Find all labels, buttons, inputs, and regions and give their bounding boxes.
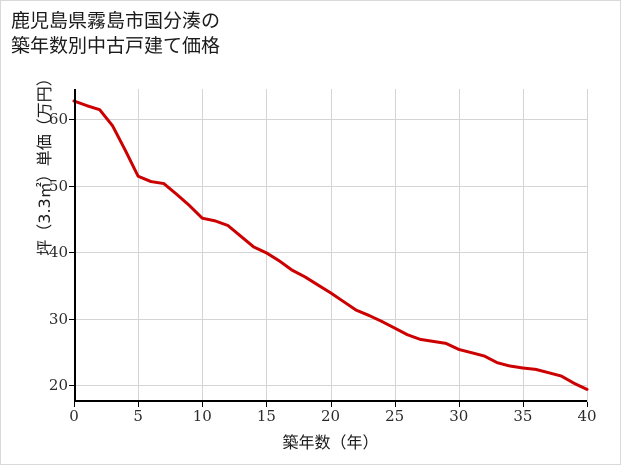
y-axis-tick-mark <box>69 118 74 120</box>
x-axis-tick-label: 10 <box>192 407 212 425</box>
y-axis-label: 坪（3.3㎡）単価（万円） <box>35 70 54 256</box>
y-axis-tick-label: 60 <box>48 109 68 128</box>
data-series-line <box>72 99 589 391</box>
x-axis-tick-label: 40 <box>577 407 597 425</box>
y-axis-tick-label: 20 <box>48 376 68 395</box>
x-axis-tick-label: 5 <box>133 407 143 425</box>
y-axis-tick-mark <box>69 318 74 320</box>
x-axis-tick-label: 30 <box>449 407 469 425</box>
x-axis-tick-mark <box>330 402 332 407</box>
x-axis-tick-mark <box>202 402 204 407</box>
x-axis-tick-mark <box>458 402 460 407</box>
gridline-vertical <box>138 89 140 402</box>
gridline-vertical <box>587 89 588 402</box>
gridline-vertical <box>522 89 524 402</box>
y-axis-tick-mark <box>69 185 74 187</box>
x-axis-tick-labels: 0 5 10 15 20 25 30 35 40 <box>69 407 596 427</box>
gridline-vertical <box>202 89 204 402</box>
y-axis-tick-label: 50 <box>48 176 68 195</box>
x-axis-tick-mark <box>522 402 524 407</box>
x-axis-tick-label: 20 <box>320 407 341 425</box>
x-axis-tick-mark <box>266 402 268 407</box>
plot-area <box>72 89 589 402</box>
x-axis-tick-mark <box>587 402 588 407</box>
y-axis-tick-label: 30 <box>48 309 68 328</box>
x-axis-tick-label: 25 <box>385 407 405 425</box>
y-axis-tick-mark <box>69 385 74 387</box>
x-axis-tick-mark <box>74 402 75 407</box>
gridline-vertical <box>266 89 268 402</box>
y-axis-tick-labels: 20 30 40 50 60 <box>34 89 68 402</box>
gridline-vertical <box>394 89 396 402</box>
x-axis-tick-mark <box>394 402 396 407</box>
chart-title: 鹿児島県霧島市国分湊の 築年数別中古戸建て価格 <box>11 10 221 58</box>
plot-frame <box>74 89 587 402</box>
x-axis-tick-label: 35 <box>513 407 533 425</box>
y-axis-tick-mark <box>69 252 74 254</box>
x-axis-tick-mark <box>138 402 140 407</box>
x-axis-tick-label: 15 <box>256 407 276 425</box>
x-axis-label: 築年数（年） <box>282 433 379 452</box>
y-axis-tick-label: 40 <box>48 243 68 262</box>
gridline-vertical <box>458 89 460 402</box>
x-axis-tick-label: 0 <box>69 407 79 425</box>
gridline-vertical <box>330 89 332 402</box>
